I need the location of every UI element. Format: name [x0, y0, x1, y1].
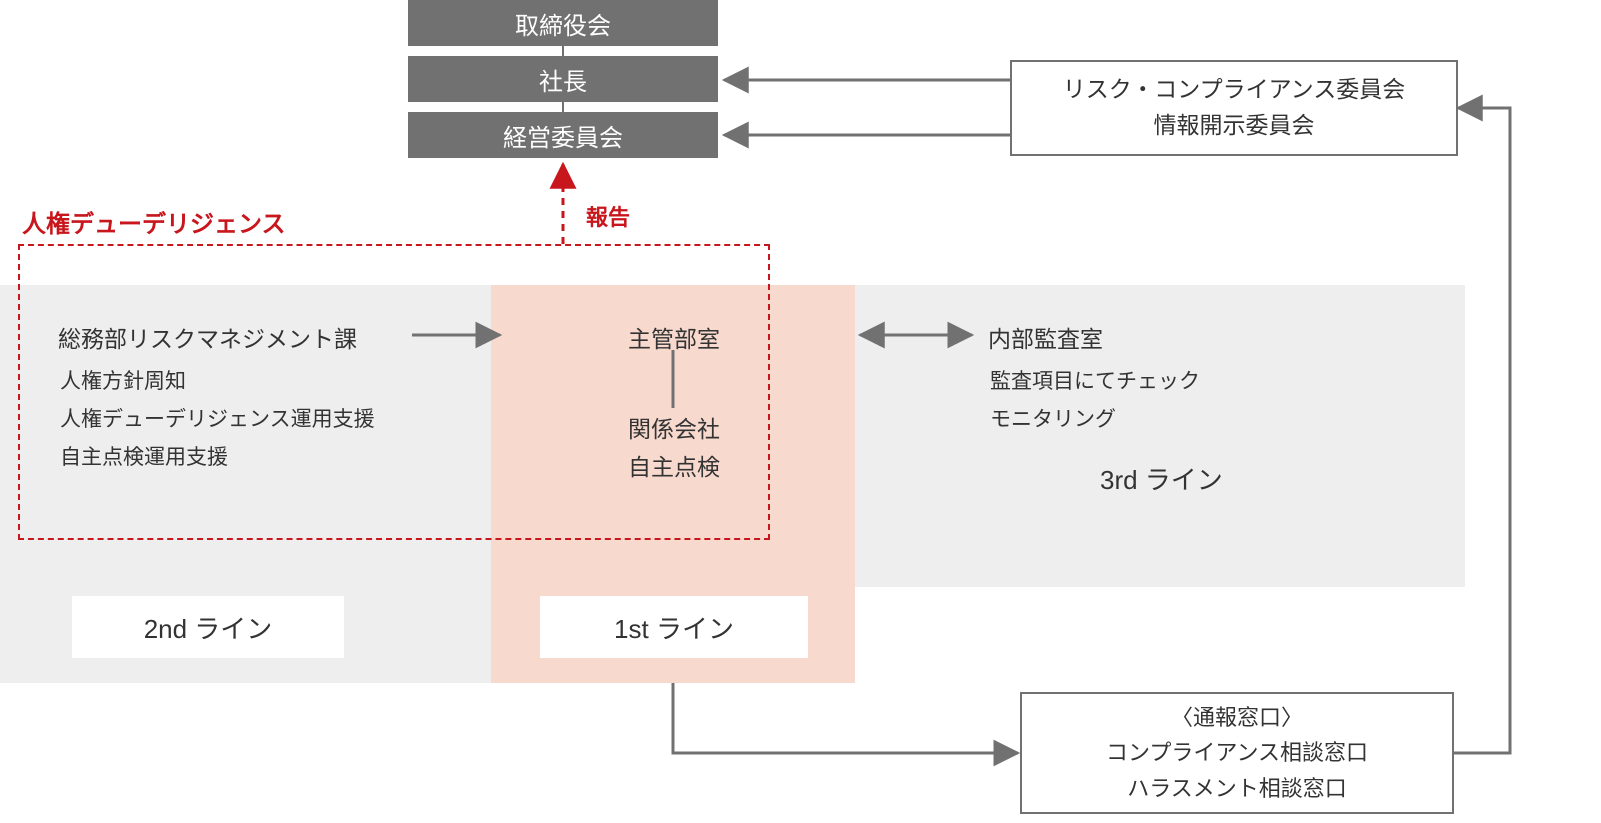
dd-title: 人権デューデリジェンス [22, 204, 286, 239]
line3-label: 3rd ライン [1100, 460, 1223, 497]
box-mgmt-committee: 経営委員会 [408, 112, 718, 158]
box-president-label: 社長 [539, 62, 587, 97]
box-hotline: 〈通報窓口〉 コンプライアンス相談窓口 ハラスメント相談窓口 [1020, 692, 1454, 814]
hotline-line1: コンプライアンス相談窓口 [1106, 735, 1368, 770]
line2-title: 総務部リスクマネジメント課 [58, 320, 357, 354]
line2-item-0: 人権方針周知 [60, 365, 186, 395]
report-label: 報告 [586, 200, 630, 232]
hotline-header: 〈通報窓口〉 [1171, 700, 1303, 735]
panel-line3-bg [855, 285, 1465, 587]
line3-item-0: 監査項目にてチェック [990, 365, 1200, 395]
line1-label: 1st ライン [540, 596, 808, 658]
diagram-canvas: 取締役会 社長 経営委員会 リスク・コンプライアンス委員会 情報開示委員会 人権… [0, 0, 1601, 823]
line1-bottom: 自主点検 [628, 448, 720, 482]
box-risk-compliance-committee: リスク・コンプライアンス委員会 情報開示委員会 [1010, 60, 1458, 156]
line2-item-2: 自主点検運用支援 [60, 441, 228, 471]
box-mgmt-committee-label: 経営委員会 [503, 118, 623, 153]
line3-item-1: モニタリング [990, 403, 1116, 433]
box-board: 取締役会 [408, 0, 718, 46]
line2-item-1: 人権デューデリジェンス運用支援 [60, 403, 375, 433]
box-president: 社長 [408, 56, 718, 102]
line1-mid: 関係会社 [628, 410, 720, 444]
line2-label: 2nd ライン [72, 596, 344, 658]
box-board-label: 取締役会 [515, 6, 611, 41]
risk-committee-line1: リスク・コンプライアンス委員会 [1063, 72, 1405, 108]
line1-top: 主管部室 [628, 320, 720, 354]
line3-title: 内部監査室 [988, 320, 1103, 354]
risk-committee-line2: 情報開示委員会 [1154, 108, 1315, 144]
hotline-line2: ハラスメント相談窓口 [1127, 771, 1347, 806]
